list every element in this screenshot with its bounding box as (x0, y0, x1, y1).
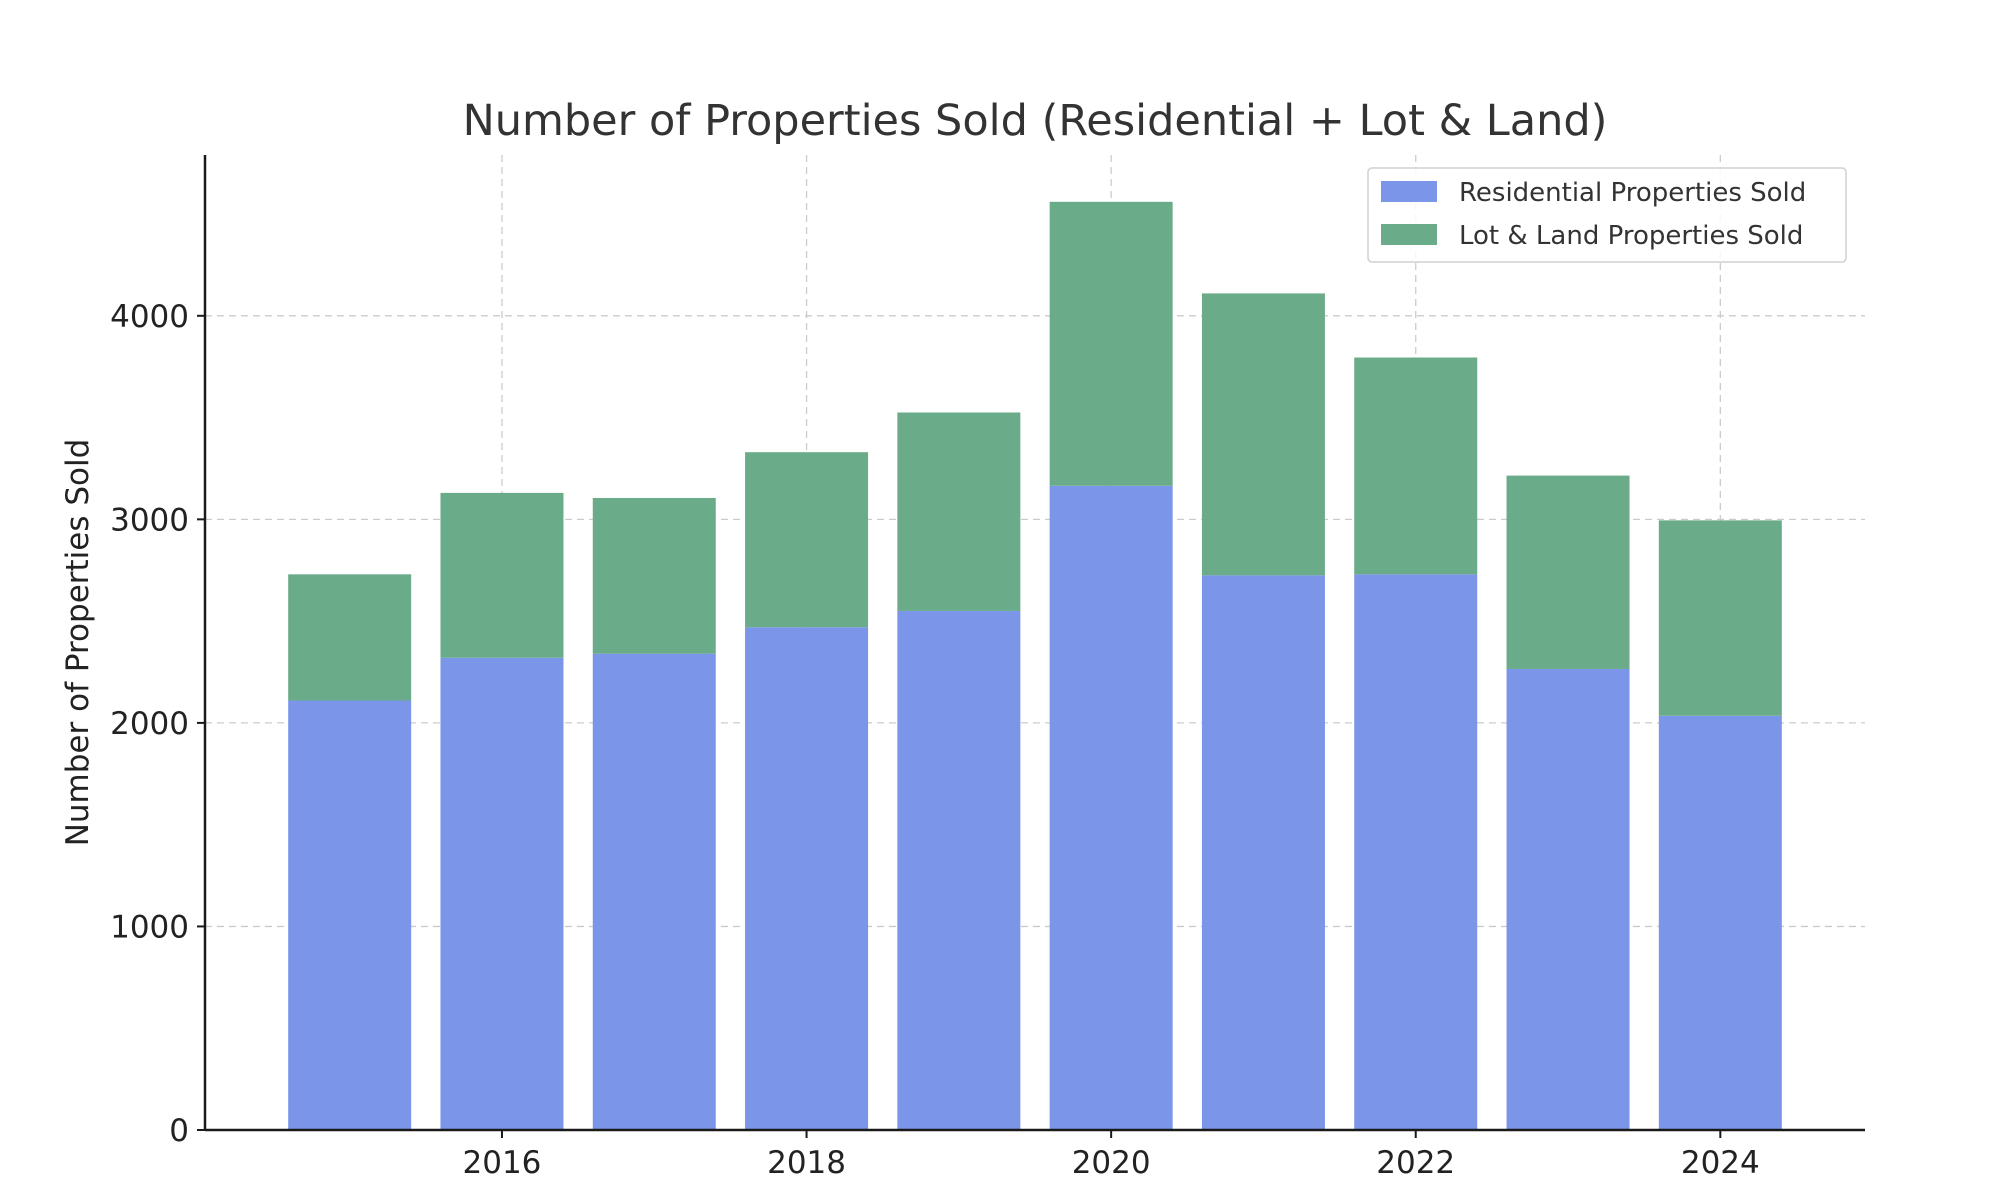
bar-residential-2023 (1506, 668, 1630, 1130)
bar-lot-land-2022 (1354, 357, 1478, 575)
bar-residential-2020 (1049, 485, 1173, 1130)
chart-title: Number of Properties Sold (Residential +… (463, 96, 1608, 146)
y-tick-label-3000: 3000 (110, 502, 189, 538)
bar-lot-land-2020 (1049, 201, 1173, 486)
axes (203, 155, 1865, 1132)
bar-residential-2019 (897, 610, 1021, 1130)
bar-lot-land-2018 (745, 452, 869, 628)
bar-residential-2015 (288, 700, 412, 1130)
y-tick-label-2000: 2000 (110, 706, 189, 742)
bar-lot-land-2023 (1506, 475, 1630, 669)
legend-label-residential: Residential Properties Sold (1459, 178, 1806, 208)
bar-residential-2022 (1354, 574, 1478, 1130)
tick-labels: 2016 2018 2020 2022 2024 0 1000 2000 3000 4000 (110, 299, 1760, 1181)
x-tick-label-2020: 2020 (1072, 1145, 1151, 1181)
bar-residential-2017 (592, 653, 716, 1130)
bar-lot-land-2021 (1201, 293, 1325, 576)
legend-swatch-lot-land (1381, 224, 1437, 245)
bar-residential-2024 (1658, 715, 1782, 1130)
bar-residential-2018 (745, 627, 869, 1130)
x-tick-label-2022: 2022 (1376, 1145, 1455, 1181)
bar-lot-land-2019 (897, 412, 1021, 611)
legend-swatch-residential (1381, 181, 1437, 202)
x-tick-label-2018: 2018 (767, 1145, 846, 1181)
legend-box (1367, 167, 1847, 263)
y-tick-label-1000: 1000 (110, 909, 189, 945)
y-tick-label-0: 0 (169, 1113, 189, 1149)
legend-label-lot-land: Lot & Land Properties Sold (1459, 221, 1803, 251)
y-tick-label-4000: 4000 (110, 299, 189, 335)
bars (288, 201, 1782, 1130)
x-tick-label-2016: 2016 (463, 1145, 542, 1181)
y-axis-title: Number of Properties Sold (60, 439, 96, 847)
bar-residential-2021 (1201, 575, 1325, 1130)
bar-residential-2016 (440, 657, 564, 1130)
bar-lot-land-2016 (440, 492, 564, 658)
bar-lot-land-2015 (288, 574, 412, 701)
bar-lot-land-2017 (592, 497, 716, 654)
bar-lot-land-2024 (1658, 520, 1782, 716)
x-tick-label-2024: 2024 (1681, 1145, 1760, 1181)
legend: Residential Properties Sold Lot & Land P… (1367, 167, 1847, 263)
